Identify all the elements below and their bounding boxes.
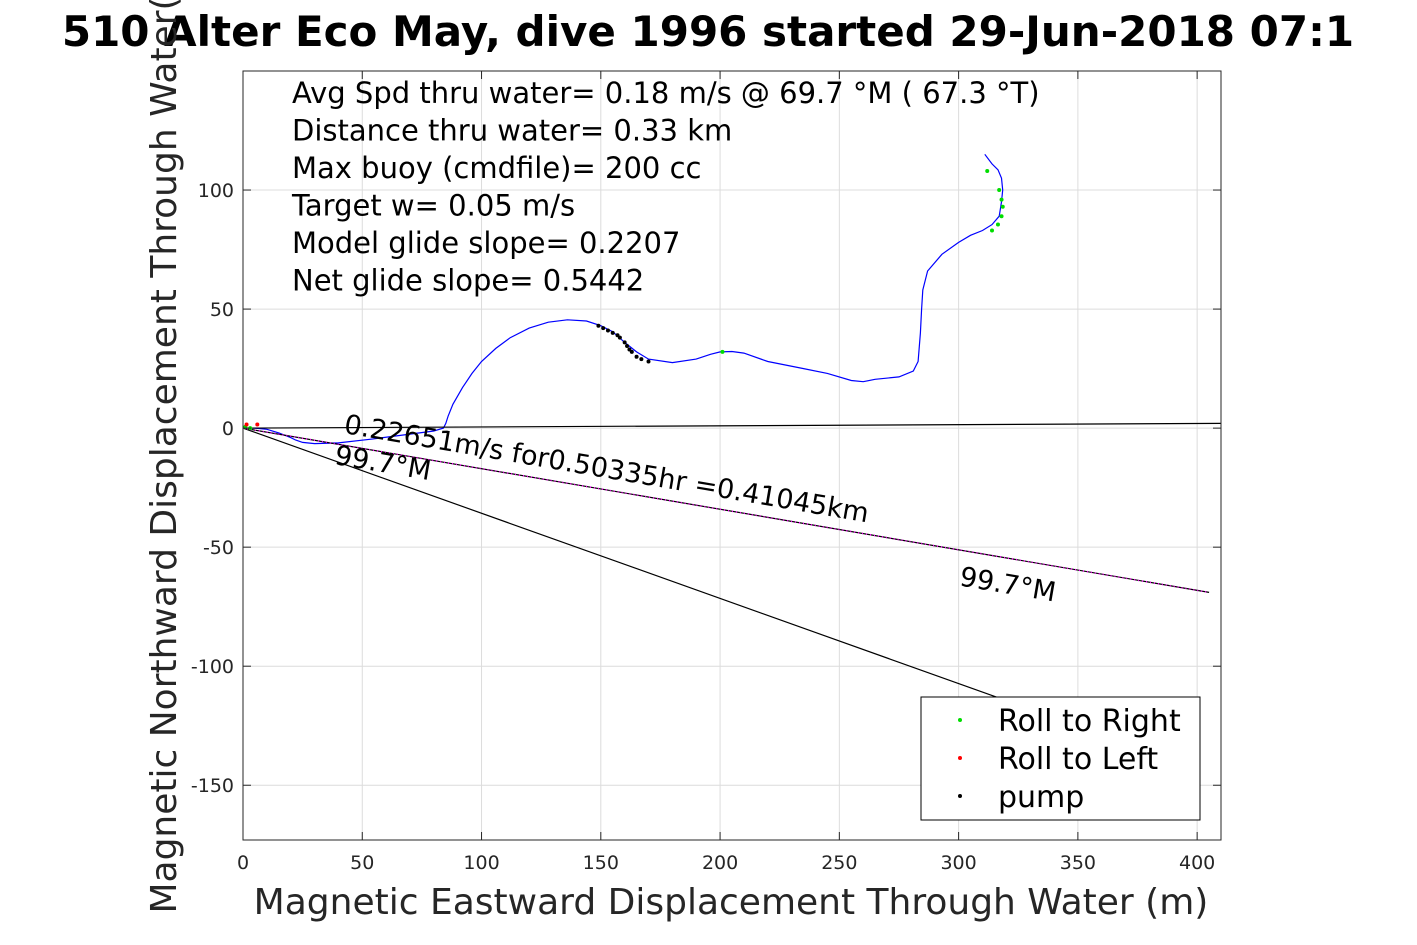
marker-point [601, 326, 606, 331]
x-tick-label: 400 [1179, 852, 1215, 874]
stats-box: Avg Spd thru water= 0.18 m/s @ 69.7 °M (… [291, 76, 1040, 298]
x-axis-label: Magnetic Eastward Displacement Through W… [254, 882, 1209, 923]
marker-point [639, 357, 644, 362]
x-tick-label: 350 [1060, 852, 1096, 874]
stat-line: Net glide slope= 0.5442 [292, 264, 644, 298]
marker-point [610, 330, 615, 335]
y-tick-label: 0 [222, 418, 234, 440]
marker-point [997, 188, 1002, 193]
marker-point [720, 349, 725, 354]
marker-point [629, 349, 634, 354]
legend-label: pump [998, 780, 1084, 815]
x-tick-label: 250 [821, 852, 857, 874]
marker-point [622, 340, 627, 345]
marker-point [244, 422, 249, 427]
y-tick-label: -50 [203, 537, 234, 559]
marker-point [255, 422, 260, 427]
legend-marker [958, 794, 962, 798]
marker-point [596, 323, 601, 328]
x-tick-label: 0 [237, 852, 249, 874]
marker-point [625, 343, 630, 348]
y-axis-label: Magnetic Northward Displacement Through … [144, 0, 185, 914]
x-tick-label: 150 [583, 852, 619, 874]
stat-line: Avg Spd thru water= 0.18 m/s @ 69.7 °M (… [292, 76, 1040, 110]
x-tick-label: 100 [463, 852, 499, 874]
marker-point [1000, 204, 1005, 209]
plot-content [243, 153, 1221, 698]
stat-line: Model glide slope= 0.2207 [292, 226, 680, 260]
grid [242, 71, 1221, 840]
heading-line [243, 427, 998, 698]
heading-line [243, 422, 1221, 429]
x-tick-label: 300 [940, 852, 976, 874]
x-tick-label: 200 [702, 852, 738, 874]
current-vector-line [243, 427, 1210, 594]
y-tick-label: -150 [191, 775, 234, 797]
legend-label: Roll to Right [998, 704, 1181, 739]
marker-point [990, 228, 995, 233]
marker-point [999, 197, 1004, 202]
x-tick-label: 50 [350, 852, 374, 874]
marker-point [999, 214, 1004, 219]
ticks: 0 50 100 150 200 250 300 350 400 100 50 0 -50 -100 -15… [191, 71, 1221, 874]
y-tick-label: 50 [210, 299, 234, 321]
plot-frame [242, 70, 1222, 841]
stat-line: Target w= 0.05 m/s [291, 189, 575, 223]
y-tick-label: 100 [198, 180, 234, 202]
legend-label: Roll to Left [998, 742, 1158, 777]
stat-line: Max buoy (cmdfile)= 200 cc [292, 151, 701, 185]
stat-line: Distance thru water= 0.33 km [292, 114, 732, 148]
marker-point [634, 354, 639, 359]
legend-marker [958, 718, 962, 722]
marker-point [985, 168, 990, 173]
series-layer [243, 153, 1221, 698]
legend-box [920, 696, 1201, 821]
marker-point [995, 222, 1000, 227]
legend-marker [958, 756, 962, 760]
y-tick-label: -100 [191, 656, 234, 678]
marker-point [617, 335, 622, 340]
marker-point [605, 328, 610, 333]
glider-track-line [243, 153, 1004, 445]
chart-title: 510 Alter Eco May, dive 1996 started 29-… [62, 7, 1354, 56]
marker-point [646, 359, 651, 364]
